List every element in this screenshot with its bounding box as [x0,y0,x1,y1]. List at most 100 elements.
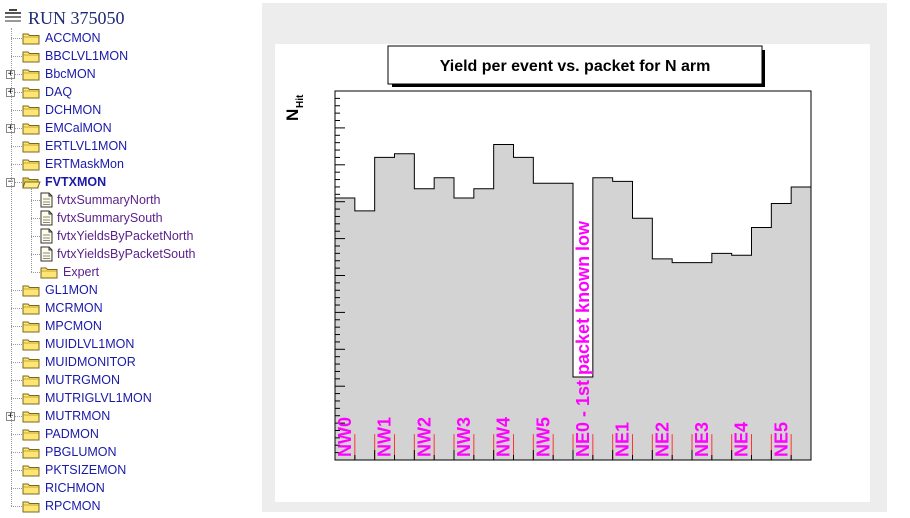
folder-icon [22,320,41,333]
packet-annotation: NE3 [692,422,712,457]
tree-item[interactable]: PBGLUMON [22,443,117,461]
chart-title: Yield per event vs. packet for N arm [440,58,711,75]
tree-item-label: BBCLVL1MON [45,49,129,63]
folder-icon [22,482,41,495]
folder-open-icon [22,176,41,189]
packet-annotation: NE4 [732,422,752,457]
tree-connector [11,146,22,147]
tree-item-label: MPCMON [45,319,102,333]
tree-connector [31,254,40,255]
tree-item[interactable]: RPCMON [22,497,101,515]
packet-annotation: NW2 [414,417,434,457]
tree-item[interactable]: Expert [40,263,99,281]
y-axis-label-main: N [283,109,302,121]
tree-item[interactable]: FVTXMON [22,173,106,191]
tree-item-label: RPCMON [45,499,101,513]
tree-connector [11,110,22,111]
expand-icon[interactable]: + [6,123,15,133]
tree-connector [31,236,40,237]
tree-item[interactable]: EMCalMON [22,119,112,137]
tree-item[interactable]: MUIDLVL1MON [22,335,134,353]
tree-item[interactable]: PKTSIZEMON [22,461,126,479]
histogram-outline [334,144,812,460]
document-icon [40,210,53,226]
tree-connector [11,470,22,471]
tree-item[interactable]: MUTRIGLVL1MON [22,389,152,407]
folder-icon [40,266,59,279]
packet-annotation: NE2 [652,422,672,457]
tree-connector [11,380,22,381]
folder-icon [22,338,41,351]
tree-connector [11,506,22,507]
tree-item-label: DCHMON [45,103,102,117]
packet-annotation: NE5 [771,422,791,457]
tree-item[interactable]: ACCMON [22,29,101,47]
tree-item[interactable]: fvtxSummaryNorth [40,191,161,209]
folder-icon [22,374,41,387]
tree-connector [11,362,22,363]
tree-item[interactable]: ERTMaskMon [22,155,124,173]
tree-connector [15,74,22,75]
packet-annotation: NE0 - 1st packet known low [573,220,593,457]
expand-icon[interactable]: + [6,411,15,421]
folder-icon [22,356,41,369]
tree-item-label: MUTRIGLVL1MON [45,391,152,405]
folder-icon [22,68,41,81]
tree-item[interactable]: fvtxSummarySouth [40,209,163,227]
tree-item-label: Expert [63,265,100,279]
tree-connector [11,290,22,291]
tree-item-label: fvtxSummaryNorth [57,193,161,207]
tree-item-label: MUTRGMON [45,373,120,387]
tree-item[interactable]: DAQ [22,83,72,101]
folder-icon [22,140,41,153]
tree-item[interactable]: ERTLVL1MON [22,137,127,155]
y-axis-label-sub: Hit [295,94,306,108]
tree-item[interactable]: PADMON [22,425,99,443]
tree-item[interactable]: DCHMON [22,101,101,119]
chart-title-box [387,45,763,85]
title-shadow-right [762,50,765,87]
tree-connector [11,488,22,489]
tree-item[interactable]: GL1MON [22,281,98,299]
tree-item-label: PKTSIZEMON [45,463,127,477]
tree-item-label: EMCalMON [45,121,112,135]
expand-icon[interactable]: + [6,87,15,97]
tree-connector [15,182,22,183]
expand-icon[interactable]: + [6,69,15,79]
tree-connector [11,326,22,327]
tree-connector [31,188,32,272]
tree-root-icon [4,8,24,29]
tree-item-label: FVTXMON [45,175,107,189]
tree-item[interactable]: fvtxYieldsByPacketSouth [40,245,196,263]
folder-icon [22,302,41,315]
tree-item[interactable]: MUTRMON [22,407,110,425]
tree-item[interactable]: RICHMON [22,479,105,497]
folder-icon [22,158,41,171]
folder-icon [22,284,41,297]
tree-root[interactable]: RUN 375050 [4,8,125,28]
packet-annotation: NW0 [335,417,355,457]
tree-item-label: fvtxYieldsByPacketNorth [57,229,194,243]
tree-item[interactable]: MUTRGMON [22,371,120,389]
tree-item-label: ERTMaskMon [45,157,124,171]
tree-item[interactable]: BbcMON [22,65,96,83]
directory-tree: RUN 375050 ACCMON BBCLVL1MON BbcMON + DAQ + DC… [0,0,250,514]
tree-item[interactable]: BBCLVL1MON [22,47,128,65]
tree-item-label: MUIDLVL1MON [45,337,135,351]
packet-annotation: NW5 [533,417,553,457]
canvas-panel: Yield per event vs. packet for N arm N Hi… [262,3,887,512]
run-label: RUN 375050 [28,7,125,28]
tree-connector [15,416,22,417]
tree-item[interactable]: MPCMON [22,317,102,335]
tree-connector [11,56,22,57]
tree-item-label: ACCMON [45,31,101,45]
tree-connector [15,128,22,129]
tree-item-label: RICHMON [45,481,105,495]
tree-connector [11,434,22,435]
tree-item[interactable]: MUIDMONITOR [22,353,136,371]
tree-item[interactable]: fvtxYieldsByPacketNorth [40,227,193,245]
tree-item[interactable]: MCRMON [22,299,103,317]
tree-item-label: fvtxYieldsByPacketSouth [57,247,196,261]
collapse-icon[interactable]: − [6,177,15,187]
